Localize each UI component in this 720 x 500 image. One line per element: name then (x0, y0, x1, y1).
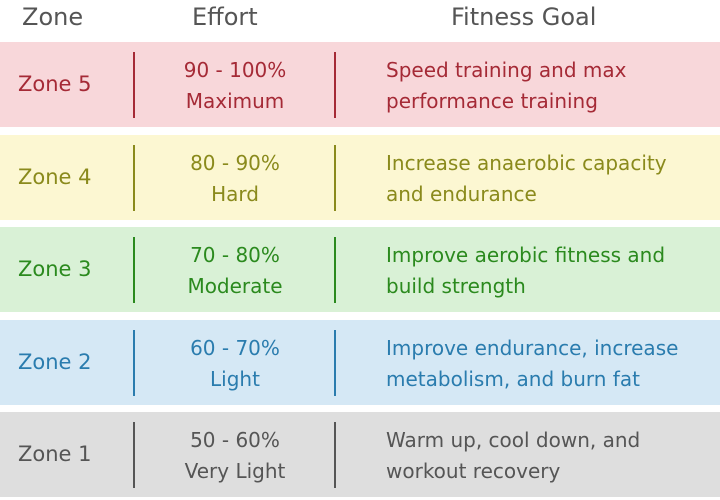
goal-cell: Increase anaerobic capacity and enduranc… (386, 148, 667, 210)
zone-row: Zone 3 70 - 80% Moderate Improve aerobic… (0, 227, 720, 312)
effort-cell: 70 - 80% Moderate (136, 240, 334, 302)
effort-label: Hard (211, 182, 259, 206)
header-effort: Effort (192, 3, 258, 31)
column-divider (334, 237, 336, 303)
column-divider (334, 330, 336, 396)
effort-label: Very Light (184, 459, 286, 483)
effort-cell: 60 - 70% Light (136, 333, 334, 395)
effort-range: 90 - 100% (183, 58, 287, 82)
zone-label: Zone 1 (18, 442, 92, 466)
goal-cell: Improve aerobic fitness and build streng… (386, 240, 665, 302)
goal-line: build strength (386, 274, 526, 298)
goal-line: Improve endurance, increase (386, 336, 679, 360)
column-divider (334, 145, 336, 211)
effort-cell: 50 - 60% Very Light (136, 425, 334, 487)
goal-line: workout recovery (386, 459, 561, 483)
effort-cell: 80 - 90% Hard (136, 148, 334, 210)
column-divider (334, 422, 336, 488)
column-divider (133, 237, 135, 303)
effort-label: Moderate (187, 274, 283, 298)
table-header: Zone Effort Fitness Goal (0, 0, 720, 40)
column-divider (133, 145, 135, 211)
effort-range: 60 - 70% (190, 336, 280, 360)
zone-label: Zone 3 (18, 257, 92, 281)
zone-label: Zone 2 (18, 350, 92, 374)
zone-label: Zone 5 (18, 72, 92, 96)
goal-line: Increase anaerobic capacity (386, 151, 667, 175)
goal-line: Speed training and max (386, 58, 627, 82)
goal-cell: Speed training and max performance train… (386, 55, 626, 117)
header-zone: Zone (22, 3, 84, 31)
zone-label: Zone 4 (18, 165, 92, 189)
column-divider (133, 330, 135, 396)
effort-range: 80 - 90% (190, 151, 280, 175)
effort-label: Maximum (185, 89, 285, 113)
column-divider (133, 422, 135, 488)
header-fitness-goal: Fitness Goal (451, 3, 597, 31)
goal-line: and endurance (386, 182, 537, 206)
goal-line: metabolism, and burn fat (386, 367, 640, 391)
goal-line: Improve aerobic fitness and (386, 243, 666, 267)
effort-range: 70 - 80% (190, 243, 280, 267)
goal-line: performance training (386, 89, 598, 113)
goal-line: Warm up, cool down, and (386, 428, 641, 452)
column-divider (334, 52, 336, 118)
zone-row: Zone 2 60 - 70% Light Improve endurance,… (0, 320, 720, 405)
goal-cell: Warm up, cool down, and workout recovery (386, 425, 640, 487)
effort-cell: 90 - 100% Maximum (136, 55, 334, 117)
zone-row: Zone 1 50 - 60% Very Light Warm up, cool… (0, 412, 720, 497)
zone-row: Zone 4 80 - 90% Hard Increase anaerobic … (0, 135, 720, 220)
column-divider (133, 52, 135, 118)
effort-range: 50 - 60% (190, 428, 280, 452)
effort-label: Light (210, 367, 260, 391)
goal-cell: Improve endurance, increase metabolism, … (386, 333, 678, 395)
zone-row: Zone 5 90 - 100% Maximum Speed training … (0, 42, 720, 127)
